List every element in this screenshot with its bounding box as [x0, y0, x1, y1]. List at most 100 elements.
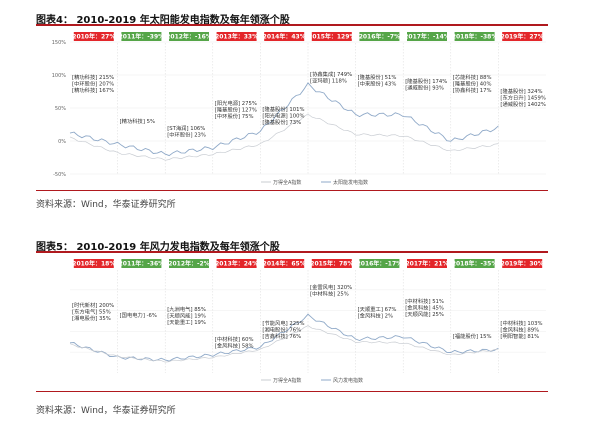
figure4-top-rule [36, 24, 548, 26]
year-return-label: 2013年：33% [215, 33, 258, 41]
year-return-label: 2019年：30% [501, 260, 544, 268]
year-return-badge [73, 32, 114, 41]
figure4-bottom-rule [36, 190, 548, 191]
top-stock-annotation: [通威股份] 1402% [500, 100, 546, 108]
legend-index: 太阳能发电指数 [333, 179, 368, 186]
year-return-label: 2015年：78% [310, 260, 353, 268]
year-return-label: 2017年：21% [405, 260, 448, 268]
top-stock-annotation: [隆基股份] 51% [358, 73, 397, 81]
index-series-line [69, 82, 499, 157]
top-stock-annotation: [天顺重工] 67% [358, 305, 397, 313]
figure4-title: 图表4： 2010-2019 年太阳能发电指数及每年领涨个股 [36, 15, 290, 26]
year-return-badge [169, 32, 209, 41]
y-tick-label: 100% [52, 73, 67, 79]
year-return-label: 2018年：-38% [452, 33, 498, 41]
top-stock-annotation: [中来股份] 43% [358, 80, 397, 88]
year-return-badge [121, 259, 162, 268]
top-stock-annotation: [时代新材] 200% [72, 301, 114, 309]
top-stock-annotation: [阳光电源] 100% [262, 112, 304, 120]
year-return-label: 2014年：43% [263, 33, 306, 41]
top-stock-annotation: [精功科技] 5% [120, 117, 155, 125]
top-stock-annotation: [天顺风能] 25% [405, 310, 444, 318]
top-stock-annotation: [中环股份] 207% [72, 80, 114, 88]
year-return-label: 2012年：-16% [166, 33, 212, 41]
year-return-badge [407, 32, 447, 41]
top-stock-annotation: [隆基股份] 324% [500, 87, 542, 95]
top-stock-annotation: [国电电力] -6% [120, 311, 157, 319]
year-return-label: 2013年：24% [215, 260, 258, 268]
year-return-badge [311, 259, 352, 268]
y-tick-label: 150% [52, 40, 67, 46]
year-return-badge [216, 32, 257, 41]
year-return-badge [216, 259, 257, 268]
year-return-badge [454, 32, 495, 41]
year-return-label: 2011年：-36% [119, 260, 165, 268]
top-stock-annotation: [隆基股份] 101% [262, 105, 304, 113]
legend-benchmark: 万得全A指数 [273, 179, 301, 186]
top-stock-annotation: [东方电气] 55% [72, 308, 111, 316]
legend-benchmark: 万得全A指数 [273, 377, 301, 384]
year-return-badge [311, 32, 352, 41]
top-stock-annotation: [节能风电] 225% [262, 319, 304, 327]
top-stock-annotation: [金风科技] 45% [405, 304, 444, 312]
top-stock-annotation: [湘电股份] 76% [262, 326, 301, 334]
top-stock-annotation: [金风科技] 2% [358, 312, 393, 320]
top-stock-annotation: [中材科技] 25% [310, 290, 349, 298]
benchmark-series-line [69, 113, 499, 161]
year-return-label: 2015年：129% [308, 33, 355, 41]
top-stock-annotation: [金雷风电] 320% [310, 283, 352, 291]
year-return-label: 2010年：18% [72, 260, 115, 268]
top-stock-annotation: [隆基股份] 40% [453, 80, 492, 88]
top-stock-annotation: [中材科技] 51% [405, 297, 444, 305]
top-stock-annotation: [隆基股份] 127% [215, 106, 257, 114]
top-stock-annotation: [芯能科技] 88% [453, 73, 492, 81]
year-return-badge [73, 259, 114, 268]
legend-index: 风力发电指数 [333, 377, 363, 384]
year-return-badge [169, 259, 209, 268]
year-return-label: 2018年：-35% [452, 260, 498, 268]
figure5-source: 资料来源：Wind，华泰证券研究所 [36, 406, 176, 416]
figure5-bottom-rule [36, 391, 548, 392]
top-stock-annotation: [九洲电气] 85% [167, 305, 206, 313]
year-return-badge [407, 259, 447, 268]
top-stock-annotation: [精功科技] 167% [72, 86, 114, 94]
year-return-badge [502, 259, 543, 268]
wind-index-chart: 2010年：18% 2011年：-36% 2012年：-2% 2013年：24% 201… [69, 259, 546, 384]
top-stock-annotation: [协鑫科技] 17% [453, 86, 492, 94]
top-stock-annotation: [隆基股份] 73% [262, 118, 301, 126]
year-return-badge [121, 32, 162, 41]
top-stock-annotation: [天顺风能] 19% [167, 312, 206, 320]
top-stock-annotation: [中环股份] 75% [215, 112, 254, 120]
top-stock-annotation: [ST海润] 106% [167, 124, 205, 132]
top-stock-annotation: [阳光电源] 275% [215, 99, 257, 107]
year-return-badge [264, 32, 305, 41]
y-tick-label: 50% [55, 106, 66, 112]
top-stock-annotation: [亚玛顿] 118% [310, 77, 347, 85]
year-return-label: 2016年：-7% [359, 33, 400, 41]
top-stock-annotation: [金风科技] 89% [500, 326, 539, 334]
solar-index-chart: 150% 100% 50% 0% -50% 2010年：27% 2011年：-39% 2012… [52, 32, 546, 186]
top-stock-annotation: [协鑫集成] 749% [310, 70, 352, 78]
top-stock-annotation: [福能股份] 15% [453, 332, 492, 340]
top-stock-annotation: [隆基股份] 174% [405, 77, 447, 85]
year-return-badge [454, 259, 495, 268]
top-stock-annotation: [通威股份] 93% [405, 84, 444, 92]
year-return-badge [502, 32, 543, 41]
year-return-badge [359, 32, 400, 41]
top-stock-annotation: [湘电股份] 35% [72, 314, 111, 322]
year-return-label: 2012年：-2% [168, 260, 209, 268]
year-return-badge [359, 259, 400, 268]
year-return-label: 2011年：-39% [119, 33, 165, 41]
year-return-label: 2017年：-14% [404, 33, 450, 41]
y-tick-label: 0% [58, 139, 66, 145]
top-stock-annotation: [明阳智能] 81% [500, 332, 539, 340]
year-return-label: 2014年：65% [263, 260, 306, 268]
figure5-top-rule [36, 251, 548, 253]
figure4-source: 资料来源：Wind，华泰证券研究所 [36, 200, 176, 210]
index-series-line [69, 313, 499, 362]
year-return-label: 2010年：27% [72, 33, 115, 41]
top-stock-annotation: [中材科技] 103% [500, 319, 542, 327]
top-stock-annotation: [东方日升] 1459% [500, 94, 546, 102]
figure5-title: 图表5： 2010-2019 年风力发电指数及每年领涨个股 [36, 242, 280, 253]
top-stock-annotation: [金风科技] 58% [215, 342, 254, 350]
